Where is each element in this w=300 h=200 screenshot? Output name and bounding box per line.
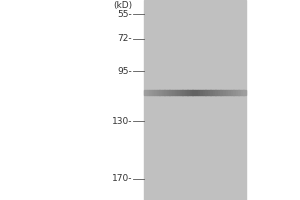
Bar bbox=[238, 90, 241, 95]
Bar bbox=[185, 90, 188, 95]
Bar bbox=[172, 90, 175, 95]
Bar bbox=[193, 90, 195, 95]
Bar bbox=[205, 90, 208, 95]
Text: 95-: 95- bbox=[117, 67, 132, 76]
Bar bbox=[226, 90, 229, 95]
Bar bbox=[180, 90, 182, 95]
Bar bbox=[223, 90, 226, 95]
Bar bbox=[233, 90, 236, 95]
Text: 170-: 170- bbox=[112, 174, 132, 183]
Text: (kD): (kD) bbox=[113, 1, 132, 10]
Bar bbox=[200, 90, 203, 95]
Bar bbox=[195, 90, 198, 95]
Bar bbox=[236, 90, 239, 95]
Bar bbox=[175, 90, 178, 95]
Bar bbox=[228, 90, 231, 95]
Bar bbox=[146, 90, 149, 95]
Bar bbox=[203, 90, 206, 95]
Bar bbox=[208, 90, 211, 95]
Bar bbox=[218, 90, 221, 95]
Bar bbox=[167, 90, 170, 95]
Bar bbox=[169, 90, 172, 95]
Bar bbox=[164, 90, 167, 95]
Text: 130-: 130- bbox=[112, 117, 132, 126]
Bar bbox=[220, 90, 223, 95]
Text: 72-: 72- bbox=[117, 34, 132, 43]
Bar bbox=[144, 90, 147, 95]
Bar bbox=[177, 90, 180, 95]
Bar bbox=[215, 90, 218, 95]
Bar bbox=[197, 90, 200, 95]
Bar bbox=[159, 90, 162, 95]
Bar bbox=[187, 90, 190, 95]
Bar bbox=[210, 90, 213, 95]
Bar bbox=[152, 90, 154, 95]
Bar bbox=[213, 90, 216, 95]
Bar bbox=[157, 90, 160, 95]
Bar bbox=[154, 90, 157, 95]
Bar bbox=[144, 0, 246, 200]
Bar bbox=[241, 90, 244, 95]
Bar bbox=[190, 90, 193, 95]
Bar bbox=[243, 90, 246, 95]
Text: 55-: 55- bbox=[117, 10, 132, 19]
Bar bbox=[182, 90, 185, 95]
Bar bbox=[149, 90, 152, 95]
Bar bbox=[162, 90, 165, 95]
Bar bbox=[231, 90, 233, 95]
